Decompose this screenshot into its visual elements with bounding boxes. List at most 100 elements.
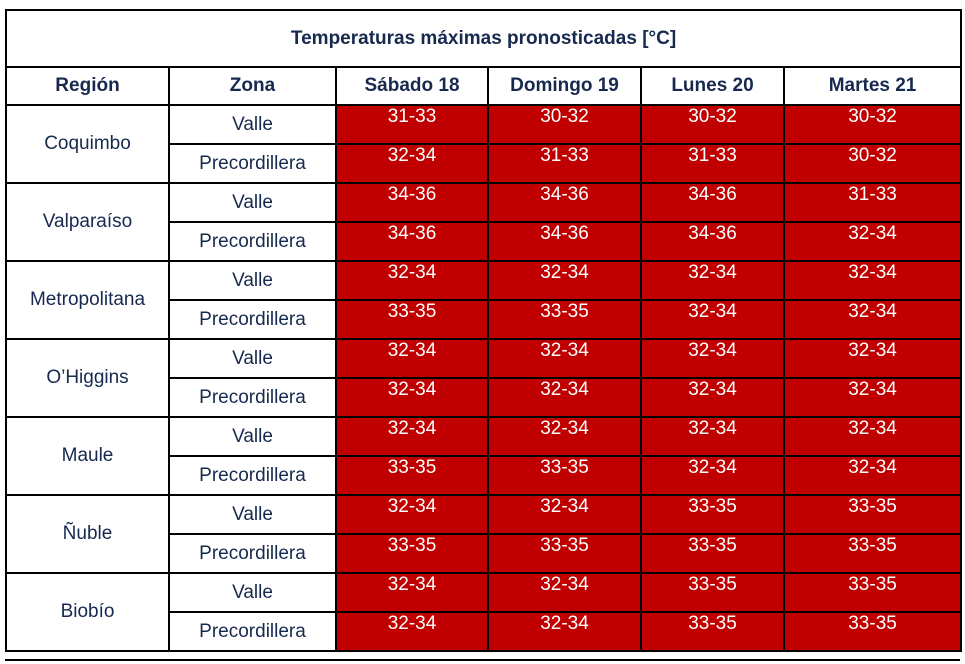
forecast-body: Coquimbo Valle 31-33 30-32 30-32 30-32 Precord… (5, 104, 963, 652)
temperature-cell: 33-35 (487, 299, 642, 340)
temperature-cell: 32-34 (335, 377, 489, 418)
zone-cell: Valle (168, 494, 337, 535)
zone-cell: Precordillera (168, 377, 337, 418)
temperature-cell: 32-34 (487, 260, 642, 301)
temperature-cell: 32-34 (335, 143, 489, 184)
temperature-cell: 32-34 (640, 299, 785, 340)
zone-cell: Valle (168, 338, 337, 379)
zone-cell: Precordillera (168, 611, 337, 652)
temperature-cell: 32-34 (487, 416, 642, 457)
forecast-table: Temperaturas máximas pronosticadas [°C] … (4, 9, 963, 652)
table-row: Valparaíso Valle 34-36 34-36 34-36 31-33 (5, 182, 963, 262)
table-row: Metropolitana Valle 32-34 32-34 32-34 32-34 (5, 260, 963, 340)
temperature-cell: 33-35 (335, 533, 489, 574)
temperature-cell: 30-32 (782, 143, 963, 184)
temperature-cell: 34-36 (335, 221, 489, 262)
bottom-rule (5, 659, 960, 661)
table-row: Precordillera 32-34 31-33 31-33 30-32 (6, 143, 963, 184)
temperature-cell: 31-33 (782, 182, 963, 223)
region-cell: Maule (5, 416, 170, 496)
temperature-cell: 33-35 (782, 611, 963, 652)
table-row: Biobío Valle 32-34 32-34 33-35 33-35 (5, 572, 963, 652)
temperature-cell: 33-35 (640, 611, 785, 652)
temperature-cell: 33-35 (640, 494, 785, 535)
zone-cell: Valle (168, 416, 337, 457)
zone-cell: Valle (168, 182, 337, 223)
temperature-cell: 33-35 (335, 455, 489, 496)
temperature-cell: 32-34 (782, 260, 963, 301)
temperature-cell: 34-36 (640, 182, 785, 223)
header-zone: Zona (168, 66, 337, 106)
temperature-cell: 32-34 (335, 611, 489, 652)
header-day-1: Sábado 18 (335, 66, 489, 106)
table-row: Ñuble Valle 32-34 32-34 33-35 33-35 (5, 494, 963, 574)
temperature-cell: 32-34 (640, 338, 785, 379)
region-cell: Metropolitana (5, 260, 170, 340)
header-day-2: Domingo 19 (487, 66, 642, 106)
table-row: Precordillera 32-34 32-34 33-35 33-35 (6, 611, 963, 652)
temperature-cell: 31-33 (335, 104, 489, 145)
header-row: Región Zona Sábado 18 Domingo 19 Lunes 2… (5, 66, 963, 106)
temperature-cell: 32-34 (335, 338, 489, 379)
region-cell: Coquimbo (5, 104, 170, 184)
temperature-cell: 33-35 (782, 494, 963, 535)
temperature-cell: 32-34 (487, 611, 642, 652)
title-row: Temperaturas máximas pronosticadas [°C] (4, 9, 963, 68)
temperature-cell: 32-34 (782, 455, 963, 496)
zone-cell: Precordillera (168, 221, 337, 262)
region-cell: Valparaíso (5, 182, 170, 262)
zone-cell: Valle (168, 572, 337, 613)
zone-cell: Valle (168, 260, 337, 301)
temperature-cell: 32-34 (640, 260, 785, 301)
temperature-cell: 32-34 (782, 377, 963, 418)
table-row: Precordillera 33-35 33-35 32-34 32-34 (6, 455, 963, 496)
header-day-4: Martes 21 (782, 66, 963, 106)
table-row: Precordillera 33-35 33-35 33-35 33-35 (6, 533, 963, 574)
temperature-cell: 32-34 (782, 416, 963, 457)
temperature-cell: 32-34 (487, 338, 642, 379)
zone-cell: Precordillera (168, 299, 337, 340)
table-row: Precordillera 32-34 32-34 32-34 32-34 (6, 377, 963, 418)
table-title: Temperaturas máximas pronosticadas [°C] (4, 9, 963, 68)
temperature-cell: 31-33 (487, 143, 642, 184)
temperature-cell: 32-34 (335, 572, 489, 613)
table-row: O’Higgins Valle 32-34 32-34 32-34 32-34 (5, 338, 963, 418)
temperature-cell: 31-33 (640, 143, 785, 184)
temperature-cell: 34-36 (487, 221, 642, 262)
temperature-cell: 33-35 (640, 572, 785, 613)
temperature-cell: 32-34 (335, 416, 489, 457)
temperature-cell: 32-34 (335, 260, 489, 301)
region-cell: Ñuble (5, 494, 170, 574)
temperature-cell: 32-34 (640, 377, 785, 418)
temperature-cell: 33-35 (487, 455, 642, 496)
temperature-cell: 32-34 (782, 221, 963, 262)
temperature-cell: 34-36 (487, 182, 642, 223)
temperature-cell: 34-36 (335, 182, 489, 223)
temperature-cell: 32-34 (640, 416, 785, 457)
zone-cell: Precordillera (168, 533, 337, 574)
temperature-cell: 32-34 (335, 494, 489, 535)
header-region: Región (5, 66, 170, 106)
temperature-cell: 34-36 (640, 221, 785, 262)
temperature-cell: 33-35 (782, 533, 963, 574)
zone-cell: Precordillera (168, 143, 337, 184)
temperature-cell: 32-34 (487, 377, 642, 418)
temperature-cell: 33-35 (640, 533, 785, 574)
temperature-cell: 32-34 (487, 494, 642, 535)
temperature-cell: 32-34 (782, 299, 963, 340)
table-row: Coquimbo Valle 31-33 30-32 30-32 30-32 (5, 104, 963, 184)
temperature-cell: 30-32 (782, 104, 963, 145)
zone-cell: Precordillera (168, 455, 337, 496)
region-cell: Biobío (5, 572, 170, 652)
header-day-3: Lunes 20 (640, 66, 785, 106)
temperature-cell: 32-34 (782, 338, 963, 379)
zone-cell: Valle (168, 104, 337, 145)
table-row: Maule Valle 32-34 32-34 32-34 32-34 (5, 416, 963, 496)
temperature-cell: 32-34 (640, 455, 785, 496)
temperature-cell: 33-35 (335, 299, 489, 340)
temperature-cell: 33-35 (487, 533, 642, 574)
temperature-cell: 30-32 (487, 104, 642, 145)
region-cell: O’Higgins (5, 338, 170, 418)
temperature-cell: 32-34 (487, 572, 642, 613)
